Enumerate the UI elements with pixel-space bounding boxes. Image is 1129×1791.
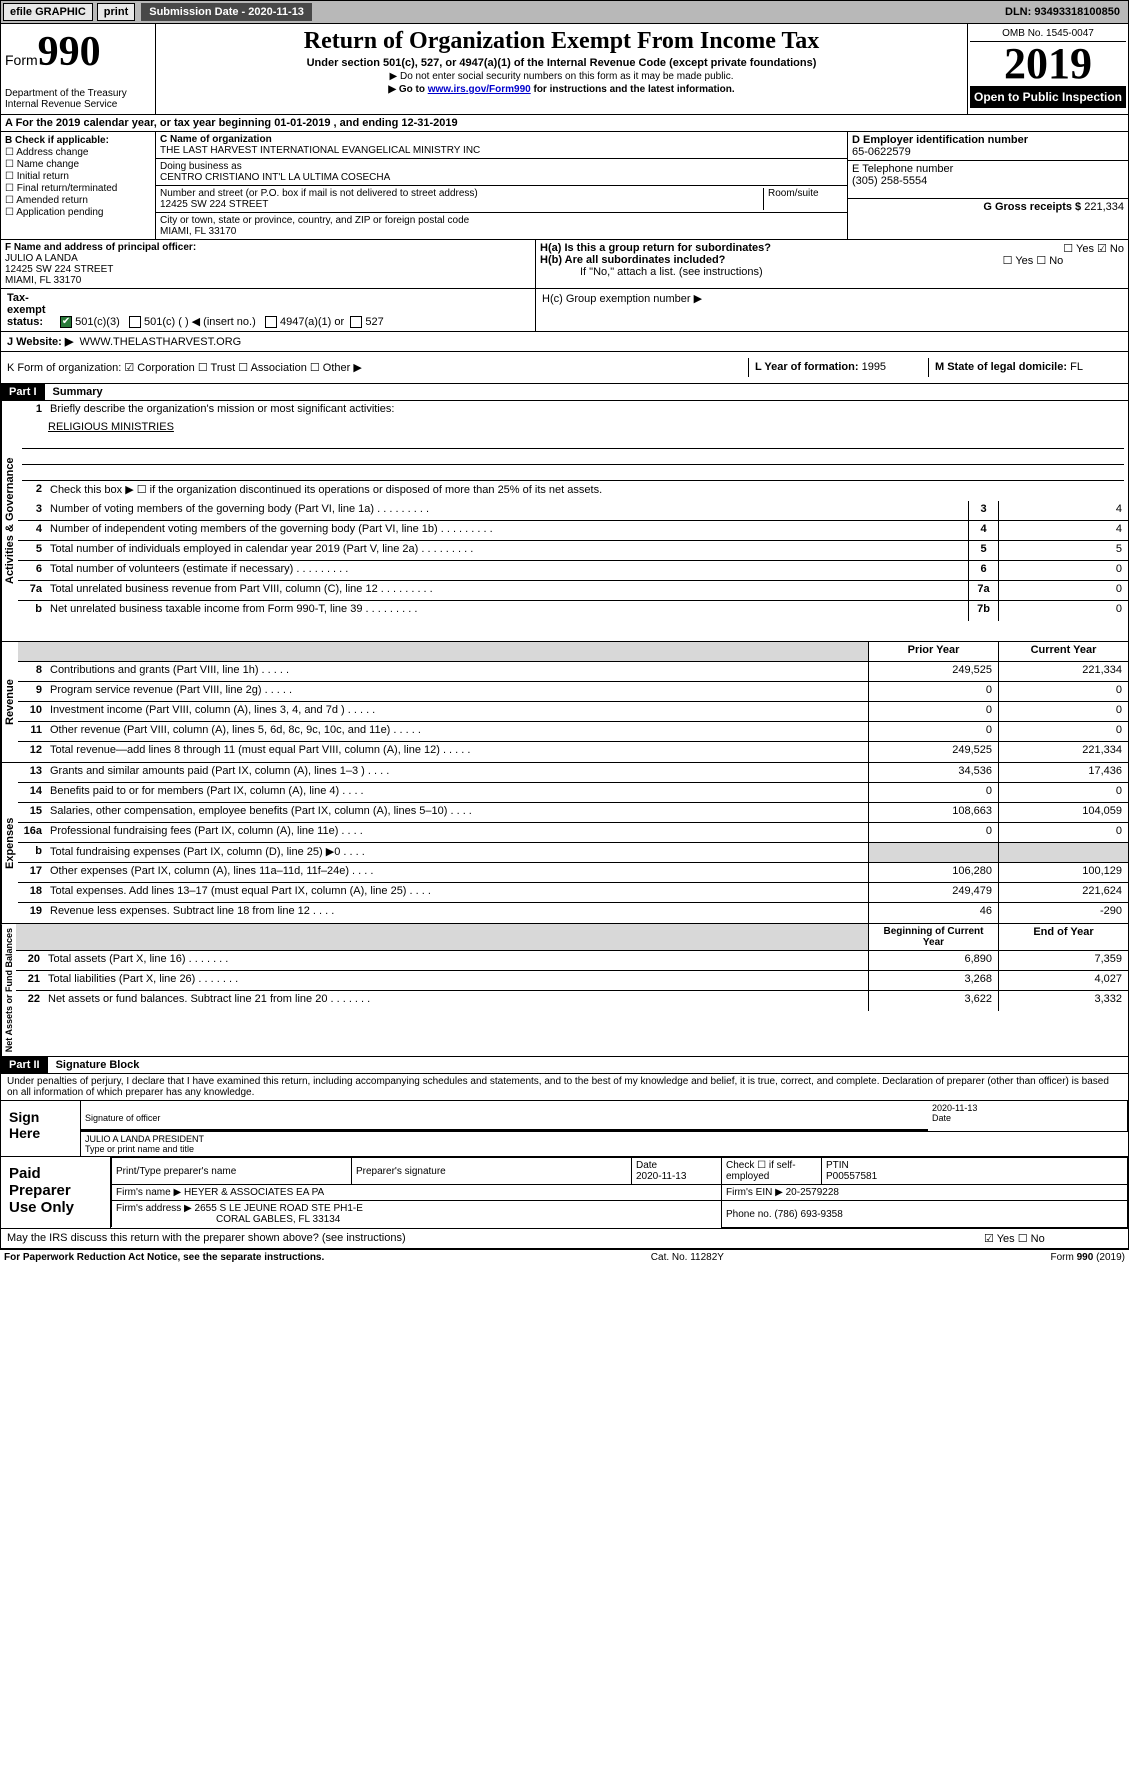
box-k: K Form of organization: ☑ Corporation ☐ …: [1, 358, 748, 377]
summary-row: 16aProfessional fundraising fees (Part I…: [18, 823, 1128, 843]
submission-label: Submission Date - 2020-11-13: [141, 3, 312, 21]
dln-label: DLN: 93493318100850: [999, 4, 1126, 20]
summary-row: 17Other expenses (Part IX, column (A), l…: [18, 863, 1128, 883]
topbar: efile GRAPHIC print Submission Date - 20…: [0, 0, 1129, 24]
revenue-section: Revenue Prior YearCurrent Year 8Contribu…: [0, 642, 1129, 763]
501c3-checkbox[interactable]: [60, 316, 72, 328]
box-f: F Name and address of principal officer:…: [1, 240, 536, 288]
summary-row: 13Grants and similar amounts paid (Part …: [18, 763, 1128, 783]
501c-checkbox[interactable]: [129, 316, 141, 328]
form-header: Form990 Department of the Treasury Inter…: [0, 24, 1129, 115]
entity-info-grid: B Check if applicable: ☐ Address change …: [0, 132, 1129, 240]
part2-header: Part II Signature Block: [0, 1057, 1129, 1074]
summary-row: 7aTotal unrelated business revenue from …: [18, 581, 1128, 601]
preparer-table: Print/Type preparer's name Preparer's si…: [111, 1157, 1128, 1228]
note1: ▶ Do not enter social security numbers o…: [160, 71, 963, 82]
form-prefix: Form: [5, 52, 38, 68]
discuss-row: May the IRS discuss this return with the…: [0, 1229, 1129, 1249]
efile-button[interactable]: efile GRAPHIC: [3, 3, 93, 21]
summary-row: 4Number of independent voting members of…: [18, 521, 1128, 541]
summary-row: 18Total expenses. Add lines 13–17 (must …: [18, 883, 1128, 903]
website-row: J Website: ▶ WWW.THELASTHARVEST.ORG: [0, 332, 1129, 352]
activities-section: Activities & Governance 1Briefly describ…: [0, 401, 1129, 642]
open-public: Open to Public Inspection: [970, 86, 1126, 108]
summary-row: 10Investment income (Part VIII, column (…: [18, 702, 1128, 722]
summary-row: 11Other revenue (Part VIII, column (A), …: [18, 722, 1128, 742]
netassets-section: Net Assets or Fund Balances Beginning of…: [0, 924, 1129, 1057]
klm-row: K Form of organization: ☑ Corporation ☐ …: [0, 352, 1129, 384]
expenses-section: Expenses 13Grants and similar amounts pa…: [0, 763, 1129, 924]
summary-row: 5Total number of individuals employed in…: [18, 541, 1128, 561]
summary-row: 9Program service revenue (Part VIII, lin…: [18, 682, 1128, 702]
summary-row: 21Total liabilities (Part X, line 26) . …: [16, 971, 1128, 991]
print-button[interactable]: print: [97, 3, 135, 21]
signature-section: Under penalties of perjury, I declare th…: [0, 1074, 1129, 1157]
dept-label: Department of the Treasury Internal Reve…: [5, 88, 151, 110]
main-title: Return of Organization Exempt From Incom…: [160, 28, 963, 55]
section-a: A For the 2019 calendar year, or tax yea…: [0, 115, 1129, 132]
summary-row: bNet unrelated business taxable income f…: [18, 601, 1128, 621]
box-h: H(a) Is this a group return for subordin…: [536, 240, 1128, 288]
summary-row: 8Contributions and grants (Part VIII, li…: [18, 662, 1128, 682]
527-checkbox[interactable]: [350, 316, 362, 328]
form-number: 990: [38, 29, 101, 75]
tax-status-row: Tax-exempt status: 501(c)(3) 501(c) ( ) …: [0, 289, 1129, 332]
part1-header: Part I Summary: [0, 384, 1129, 401]
summary-row: 12Total revenue—add lines 8 through 11 (…: [18, 742, 1128, 762]
summary-row: 14Benefits paid to or for members (Part …: [18, 783, 1128, 803]
box-hc: H(c) Group exemption number ▶: [536, 289, 708, 331]
footer: For Paperwork Reduction Act Notice, see …: [0, 1249, 1129, 1265]
box-de: D Employer identification number65-06225…: [848, 132, 1128, 239]
tax-year: 2019: [970, 42, 1126, 86]
summary-row: 20Total assets (Part X, line 16) . . . .…: [16, 951, 1128, 971]
form990-link[interactable]: www.irs.gov/Form990: [428, 84, 531, 95]
summary-row: 22Net assets or fund balances. Subtract …: [16, 991, 1128, 1011]
subtitle: Under section 501(c), 527, or 4947(a)(1)…: [160, 57, 963, 69]
preparer-section: Paid Preparer Use Only Print/Type prepar…: [0, 1157, 1129, 1229]
summary-row: 6Total number of volunteers (estimate if…: [18, 561, 1128, 581]
summary-row: 15Salaries, other compensation, employee…: [18, 803, 1128, 823]
box-c: C Name of organizationTHE LAST HARVEST I…: [156, 132, 848, 239]
summary-row: 19Revenue less expenses. Subtract line 1…: [18, 903, 1128, 923]
box-b: B Check if applicable: ☐ Address change …: [1, 132, 156, 239]
summary-row: bTotal fundraising expenses (Part IX, co…: [18, 843, 1128, 863]
fh-row: F Name and address of principal officer:…: [0, 240, 1129, 289]
note2: ▶ Go to www.irs.gov/Form990 for instruct…: [160, 84, 963, 95]
4947-checkbox[interactable]: [265, 316, 277, 328]
summary-row: 3Number of voting members of the governi…: [18, 501, 1128, 521]
